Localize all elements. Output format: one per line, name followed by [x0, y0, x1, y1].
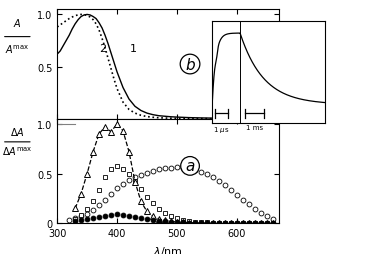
X-axis label: $\lambda$/nm: $\lambda$/nm — [153, 244, 183, 254]
Text: $A$: $A$ — [13, 17, 22, 28]
Text: 2: 2 — [99, 44, 106, 54]
Text: $\it{b}$: $\it{b}$ — [184, 57, 196, 73]
Text: $\Delta A^{\rm max}$: $\Delta A^{\rm max}$ — [2, 146, 33, 158]
Text: 1 $\mu$s: 1 $\mu$s — [213, 125, 230, 135]
Text: $A^{\rm max}$: $A^{\rm max}$ — [5, 43, 30, 56]
Text: 1 ms: 1 ms — [246, 125, 263, 131]
Text: $\Delta A$: $\Delta A$ — [10, 125, 25, 137]
Text: 1: 1 — [130, 44, 137, 54]
Text: $\it{a}$: $\it{a}$ — [185, 159, 195, 174]
